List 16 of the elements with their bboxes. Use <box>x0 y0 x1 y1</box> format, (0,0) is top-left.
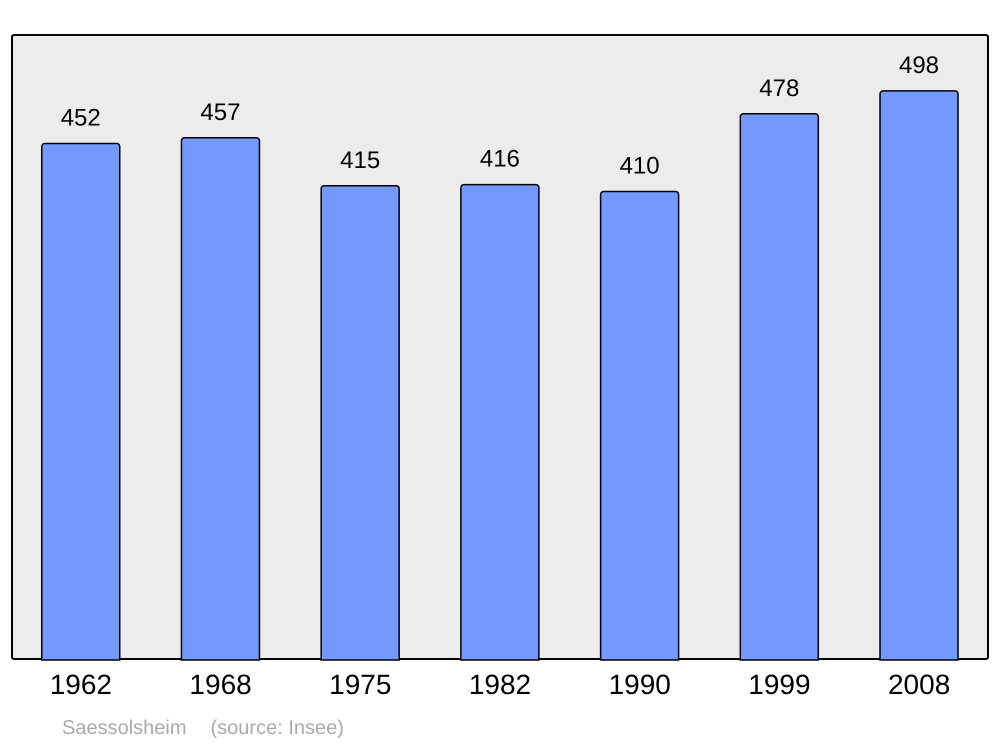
data-label: 498 <box>899 52 940 79</box>
x-tick-label: 1962 <box>50 668 112 700</box>
x-tick-label: 1990 <box>608 668 671 700</box>
data-label: 410 <box>620 152 660 180</box>
text: (source: Insee) <box>210 717 344 740</box>
x-tick-label: 1975 <box>329 668 392 700</box>
text: Saessolsheim <box>62 717 187 740</box>
data-label: 415 <box>340 146 380 174</box>
data-label: 452 <box>60 104 101 132</box>
data-label: 478 <box>759 74 800 102</box>
x-tick-label: 2008 <box>888 668 950 700</box>
x-tick-label: 1982 <box>468 668 532 700</box>
data-label: 416 <box>480 146 520 173</box>
data-label: 457 <box>200 98 240 126</box>
x-tick-label: 1968 <box>189 668 252 700</box>
x-tick-label: 1999 <box>748 668 811 700</box>
